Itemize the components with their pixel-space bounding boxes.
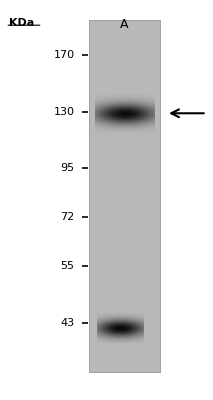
Text: 55: 55 — [60, 262, 75, 271]
Text: 43: 43 — [60, 318, 75, 328]
Text: A: A — [120, 18, 129, 31]
Text: 130: 130 — [53, 106, 75, 116]
Text: 95: 95 — [60, 163, 75, 173]
Text: 72: 72 — [60, 212, 75, 222]
Text: KDa: KDa — [9, 18, 34, 28]
Bar — [89, 20, 160, 372]
Text: 170: 170 — [53, 50, 75, 60]
